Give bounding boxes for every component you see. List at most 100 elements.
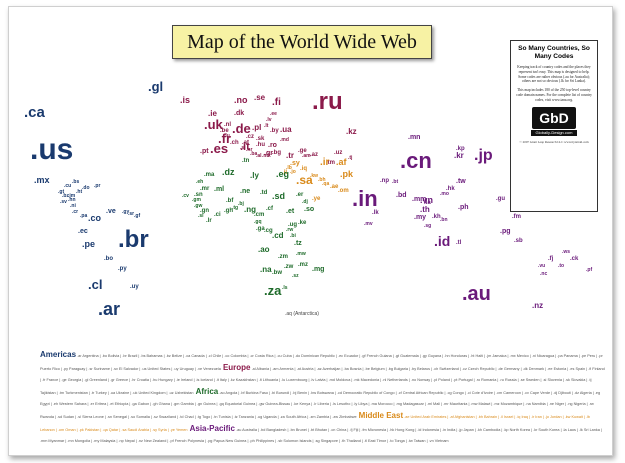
tld-label-gl: .gl xyxy=(148,79,164,94)
gbd-logo: GbD xyxy=(532,106,576,129)
tld-label-is: .is xyxy=(180,95,191,105)
tld-label-gh: .gh xyxy=(224,208,233,214)
tld-label-sd: .sd xyxy=(272,191,286,201)
tld-label-tr: .tr xyxy=(286,151,294,160)
tld-label-my: .my xyxy=(414,214,427,221)
tld-label-th: .th xyxy=(420,205,430,214)
tld-label-gt: .gt xyxy=(58,189,65,195)
tld-label-gu: .gu xyxy=(496,196,505,202)
tld-label-pa: .pa xyxy=(80,213,88,219)
tld-label-bg: .bg xyxy=(272,150,281,156)
tld-label-gq: .gq xyxy=(254,219,262,225)
tld-label-ug: .ug xyxy=(288,222,297,228)
tld-label-sy: .sy xyxy=(290,160,300,167)
tld-label-mk: .mk xyxy=(262,153,271,159)
tld-label-ru: .ru xyxy=(312,88,343,115)
tld-label-tw: .tw xyxy=(456,178,466,185)
tld-label-tm: .tm xyxy=(326,160,335,166)
tld-label-nc: .nc xyxy=(540,271,548,277)
tld-label-iq: .iq xyxy=(300,166,307,172)
tld-label-cn: .cn xyxy=(400,148,432,173)
tld-label-gy: .gy xyxy=(122,209,130,215)
tld-label-ng: .ng xyxy=(244,205,256,214)
tld-label-bw: .bw xyxy=(272,270,282,276)
tld-label-us: .us xyxy=(30,133,74,166)
tld-label-qa: .qa xyxy=(322,181,330,187)
tld-label-lt: .lt xyxy=(264,123,269,129)
tld-label-ml: .ml xyxy=(214,186,225,193)
tld-label-sr: .sr xyxy=(128,211,135,217)
tld-label-ca: .ca xyxy=(24,104,45,121)
tld-label-id: .id xyxy=(434,233,451,249)
tld-label-kz: .kz xyxy=(346,127,357,136)
tld-label-np: .np xyxy=(380,178,389,184)
tld-label-bs: .bs xyxy=(72,179,80,185)
tld-label-ec: .ec xyxy=(78,228,88,235)
tld-label-ua: .ua xyxy=(280,125,292,134)
tld-label-cr: .cr xyxy=(72,209,79,215)
legend-heading-americas: Americas xyxy=(40,350,77,359)
tld-label-gw: .gw xyxy=(194,203,203,209)
tld-label-tn: .tn xyxy=(242,158,250,164)
tld-label-ve: .ve xyxy=(106,208,116,215)
tld-label-co: .co xyxy=(88,213,102,223)
tld-label-gm: .gm xyxy=(192,197,201,203)
tld-label-pl: .pl xyxy=(252,123,262,132)
tld-label-bf: .bf xyxy=(226,198,234,204)
tld-label-sg: .sg xyxy=(424,223,432,229)
tld-label-gf: .gf xyxy=(134,213,141,219)
tld-label-by: .by xyxy=(270,128,279,134)
tld-label-cf: .cf xyxy=(266,206,274,212)
tld-label-ge: .ge xyxy=(298,148,307,154)
legend-heading-africa: Africa xyxy=(195,387,219,396)
tld-label-hr: .hr xyxy=(246,147,253,153)
tld-label-cv: .cv xyxy=(182,193,189,199)
tld-label-fm: .fm xyxy=(512,214,521,220)
info-sidebar: So Many Countries, So Many Codes Keeping… xyxy=(510,40,598,212)
tld-label-it: .it xyxy=(240,141,250,153)
tld-label-vn: .vn xyxy=(420,195,434,205)
tld-label-dz: .dz xyxy=(222,167,235,177)
tld-label-mm: .mm xyxy=(412,196,427,203)
tld-label-so: .so xyxy=(304,206,315,213)
legend-list-asia-pacific: .au Australia | .bd Bangladesh | .bn Bru… xyxy=(40,428,602,443)
tld-label-ls: .ls xyxy=(282,285,288,291)
legend-heading-asia-pacific: Asia-Pacific xyxy=(189,424,235,433)
sidebar-paragraph: Keeping track of country codes and the p… xyxy=(517,65,591,84)
sidebar-heading: So Many Countries, So Many Codes xyxy=(518,45,590,60)
tld-label-uy: .uy xyxy=(130,284,139,290)
tld-label-ht: .ht xyxy=(76,189,83,195)
tld-label-mv: .mv xyxy=(364,221,373,227)
tld-label-pk: .pk xyxy=(340,169,354,179)
tld-label-zw: .zw xyxy=(284,264,294,270)
tld-label-no: .no xyxy=(234,95,248,105)
tld-label-lu: .lu xyxy=(224,133,230,139)
tld-label-au: .au xyxy=(462,283,491,305)
tld-label-mw: .mw xyxy=(296,251,306,257)
tld-label-ly: .ly xyxy=(250,171,259,180)
tld-label-zm: .zm xyxy=(278,254,289,260)
tld-label-ws: .ws xyxy=(562,249,571,255)
tld-label-jo: .jo xyxy=(290,169,296,175)
tld-label-eh: .eh xyxy=(196,179,204,185)
tld-label-sa: .sa xyxy=(296,173,313,187)
tld-label-ao: .ao xyxy=(258,245,270,254)
tld-label-be: .be xyxy=(220,128,229,134)
tld-label-cz: .cz xyxy=(246,134,255,140)
tld-label-mx: .mx xyxy=(34,175,50,185)
tld-aq-label: .aq (Antarctica) xyxy=(285,311,319,317)
tld-label-pe: .pe xyxy=(82,239,96,249)
tld-label-ee: .ee xyxy=(270,111,277,117)
map-title: Map of the World Wide Web xyxy=(172,25,432,59)
tld-label-uk: .uk xyxy=(204,117,223,132)
tld-label-nl: .nl xyxy=(224,122,231,128)
tld-label-sv: .sv xyxy=(60,199,67,205)
tld-label-ie: .ie xyxy=(208,109,217,118)
tld-label-se: .se xyxy=(254,93,266,102)
tld-label-hk: .hk xyxy=(446,186,455,192)
tld-label-lr: .lr xyxy=(206,218,212,224)
tld-label-pf: .pf xyxy=(586,267,593,273)
tld-label-ae: .ae xyxy=(330,184,339,190)
tld-label-rw: .rw xyxy=(286,227,294,233)
